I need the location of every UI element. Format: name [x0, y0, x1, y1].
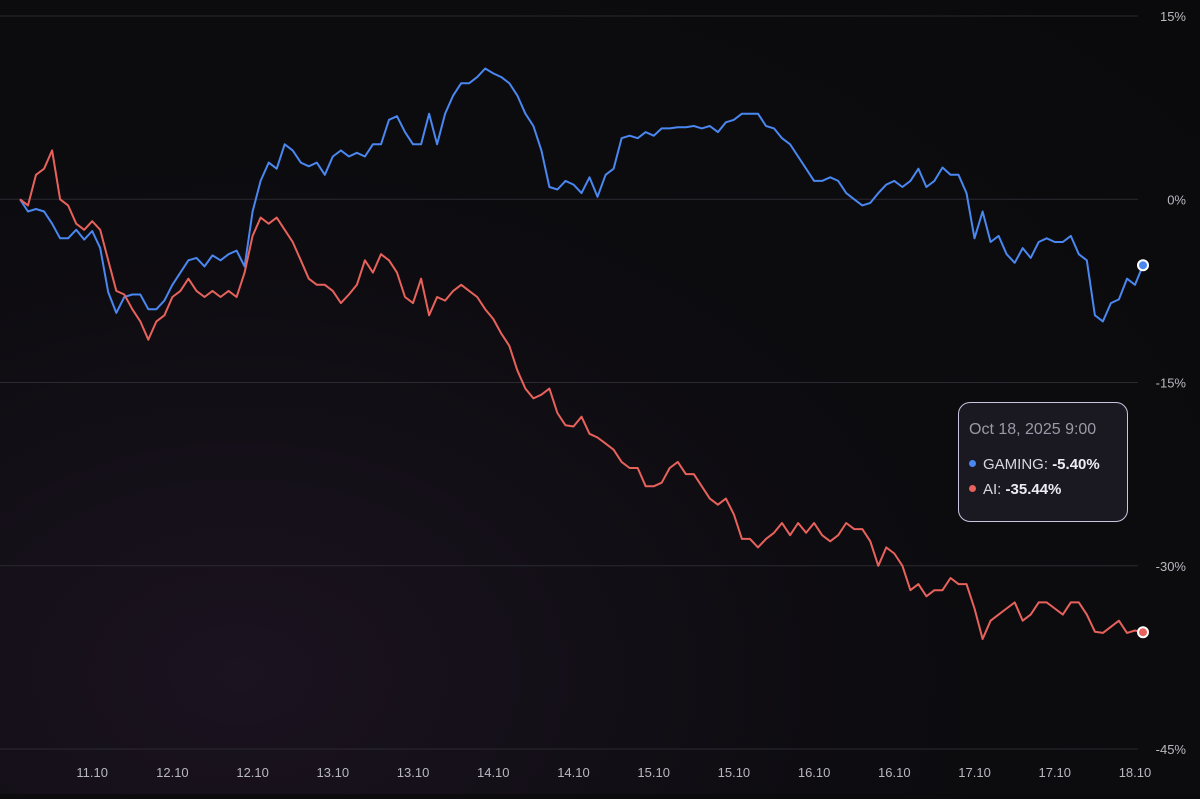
- tooltip-ai-label: AI:: [983, 481, 1002, 498]
- x-tick-label: 17.10: [1038, 765, 1071, 780]
- x-tick-label: 14.10: [477, 765, 510, 780]
- tooltip-row-ai: AI: -35.44%: [969, 481, 1117, 498]
- x-tick-label: 12.10: [236, 765, 269, 780]
- x-tick-label: 13.10: [317, 765, 350, 780]
- y-tick-label: 0%: [1167, 192, 1186, 207]
- y-tick-label: 15%: [1160, 9, 1186, 24]
- tooltip-date: Oct 18, 2025 9:00: [969, 421, 1097, 438]
- tooltip-gaming-label: GAMING:: [983, 456, 1049, 473]
- x-tick-label: 13.10: [397, 765, 430, 780]
- hover-tooltip: Oct 18, 2025 9:00 GAMING: -5.40% AI: -35…: [958, 402, 1128, 522]
- x-tick-label: 16.10: [798, 765, 831, 780]
- x-tick-label: 15.10: [718, 765, 751, 780]
- x-tick-label: 17.10: [958, 765, 991, 780]
- series-end-markers[interactable]: [1137, 259, 1149, 639]
- gaming-legend-dot: [969, 460, 976, 467]
- y-axis-tick-labels: 15% 0% -15% -30% -45%: [1156, 9, 1187, 757]
- series-lines: [19, 67, 1144, 640]
- x-axis-tick-labels: 11.10 12.10 12.10 13.10 13.10 14.10 14.10 15.10…: [76, 765, 1151, 780]
- ai-legend-dot: [969, 485, 976, 492]
- x-tick-label: 16.10: [878, 765, 911, 780]
- x-tick-label: 18.10: [1119, 765, 1152, 780]
- series-line-ai: [19, 149, 1144, 640]
- x-tick-label: 12.10: [156, 765, 189, 780]
- x-tick-label: 14.10: [557, 765, 590, 780]
- end-point-gaming[interactable]: [1137, 259, 1149, 272]
- gridlines: [0, 15, 1138, 750]
- tooltip-ai-value: -35.44%: [1005, 481, 1062, 498]
- y-tick-label: -15%: [1156, 376, 1187, 391]
- end-point-ai[interactable]: [1137, 626, 1149, 639]
- tooltip-gaming-value: -5.40%: [1052, 456, 1100, 473]
- x-tick-label: 11.10: [76, 765, 108, 780]
- y-tick-label: -30%: [1156, 559, 1187, 574]
- tooltip-row-gaming: GAMING: -5.40%: [969, 456, 1117, 473]
- series-line-gaming: [19, 67, 1144, 323]
- x-tick-label: 15.10: [637, 765, 670, 780]
- y-tick-label: -45%: [1156, 742, 1187, 757]
